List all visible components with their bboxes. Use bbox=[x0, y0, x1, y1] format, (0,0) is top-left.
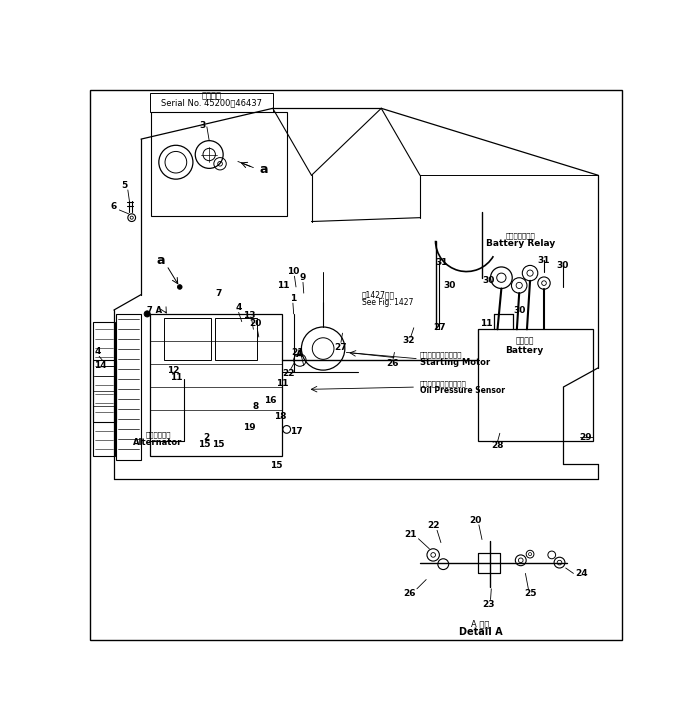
Text: 11: 11 bbox=[277, 281, 289, 290]
Text: 7 A: 7 A bbox=[147, 306, 162, 315]
Text: 18: 18 bbox=[274, 412, 287, 421]
Text: 4: 4 bbox=[235, 303, 242, 312]
Text: 22: 22 bbox=[282, 369, 294, 377]
Text: 10: 10 bbox=[287, 267, 299, 276]
Circle shape bbox=[178, 285, 182, 289]
Text: 19: 19 bbox=[243, 423, 256, 432]
Text: 27: 27 bbox=[433, 323, 446, 333]
Text: 1: 1 bbox=[290, 294, 296, 303]
Text: 31: 31 bbox=[435, 258, 448, 267]
Text: オイルプレッシャセンサ: オイルプレッシャセンサ bbox=[420, 380, 467, 387]
Bar bbox=[164, 318, 211, 360]
Text: Oil Pressure Sensor: Oil Pressure Sensor bbox=[420, 386, 505, 395]
Text: 12: 12 bbox=[167, 366, 180, 375]
Bar bbox=[151, 314, 282, 456]
Text: 25: 25 bbox=[524, 589, 536, 598]
Text: See Fig. 1427: See Fig. 1427 bbox=[362, 298, 413, 307]
Text: 8: 8 bbox=[253, 402, 259, 411]
Text: 15: 15 bbox=[212, 440, 225, 449]
Text: Serial No. 45200～46437: Serial No. 45200～46437 bbox=[161, 98, 262, 108]
Text: 適用号等: 適用号等 bbox=[201, 92, 221, 100]
Bar bbox=[478, 552, 500, 573]
Circle shape bbox=[144, 311, 151, 317]
Text: 26: 26 bbox=[403, 589, 416, 598]
Text: 11: 11 bbox=[169, 373, 182, 382]
Text: 22: 22 bbox=[428, 521, 440, 530]
Text: 17: 17 bbox=[289, 427, 303, 436]
Text: 15: 15 bbox=[198, 440, 211, 449]
Text: バッテリリレー: バッテリリレー bbox=[506, 232, 536, 239]
Bar bbox=[478, 552, 500, 573]
Text: 21: 21 bbox=[405, 531, 417, 539]
Text: 30: 30 bbox=[482, 276, 494, 286]
Text: 13: 13 bbox=[244, 311, 256, 320]
Text: 23: 23 bbox=[482, 599, 494, 609]
Text: 14: 14 bbox=[94, 361, 107, 370]
Text: 15: 15 bbox=[271, 461, 283, 470]
Text: a: a bbox=[259, 163, 268, 176]
Text: 21: 21 bbox=[291, 348, 304, 357]
Text: 9: 9 bbox=[299, 273, 305, 282]
Text: 3: 3 bbox=[200, 121, 206, 129]
Text: 2: 2 bbox=[204, 432, 210, 442]
Text: 24: 24 bbox=[575, 569, 588, 578]
Text: Alternator: Alternator bbox=[133, 438, 183, 447]
Text: 30: 30 bbox=[513, 306, 525, 315]
Text: 32: 32 bbox=[402, 336, 414, 346]
Text: 5: 5 bbox=[121, 181, 127, 190]
Text: 31: 31 bbox=[538, 255, 550, 265]
Text: 7: 7 bbox=[215, 288, 221, 298]
Text: Battery Relay: Battery Relay bbox=[486, 239, 555, 247]
Bar bbox=[116, 314, 141, 461]
Bar bbox=[93, 360, 116, 422]
Text: A 詳細: A 詳細 bbox=[471, 619, 490, 628]
Text: 囱1427参照: 囱1427参照 bbox=[362, 290, 395, 299]
Text: a: a bbox=[156, 254, 164, 267]
Text: 4: 4 bbox=[94, 347, 101, 356]
Bar bbox=[478, 329, 593, 441]
Text: 11: 11 bbox=[276, 379, 288, 388]
Text: 28: 28 bbox=[491, 441, 504, 450]
Text: 30: 30 bbox=[557, 261, 569, 270]
Text: バッテリ: バッテリ bbox=[516, 336, 534, 346]
Bar bbox=[93, 322, 115, 456]
Text: Detail A: Detail A bbox=[459, 627, 502, 637]
Text: 27: 27 bbox=[335, 343, 347, 351]
Text: 20: 20 bbox=[470, 515, 482, 525]
Text: 29: 29 bbox=[579, 432, 591, 442]
Text: 16: 16 bbox=[264, 396, 277, 406]
Text: 11: 11 bbox=[480, 319, 492, 328]
Text: 20: 20 bbox=[250, 320, 262, 328]
Text: Starting Motor: Starting Motor bbox=[420, 358, 490, 367]
Bar bbox=[151, 112, 287, 216]
Text: Battery: Battery bbox=[505, 346, 544, 354]
Text: スターティングモータ: スターティングモータ bbox=[420, 351, 462, 358]
Bar bbox=[214, 318, 257, 360]
Bar bbox=[151, 93, 273, 112]
Text: 26: 26 bbox=[387, 359, 399, 369]
Text: 30: 30 bbox=[443, 281, 456, 290]
Text: オルタネータ: オルタネータ bbox=[145, 432, 171, 438]
Text: 6: 6 bbox=[111, 202, 117, 210]
Text: A: A bbox=[296, 350, 303, 359]
